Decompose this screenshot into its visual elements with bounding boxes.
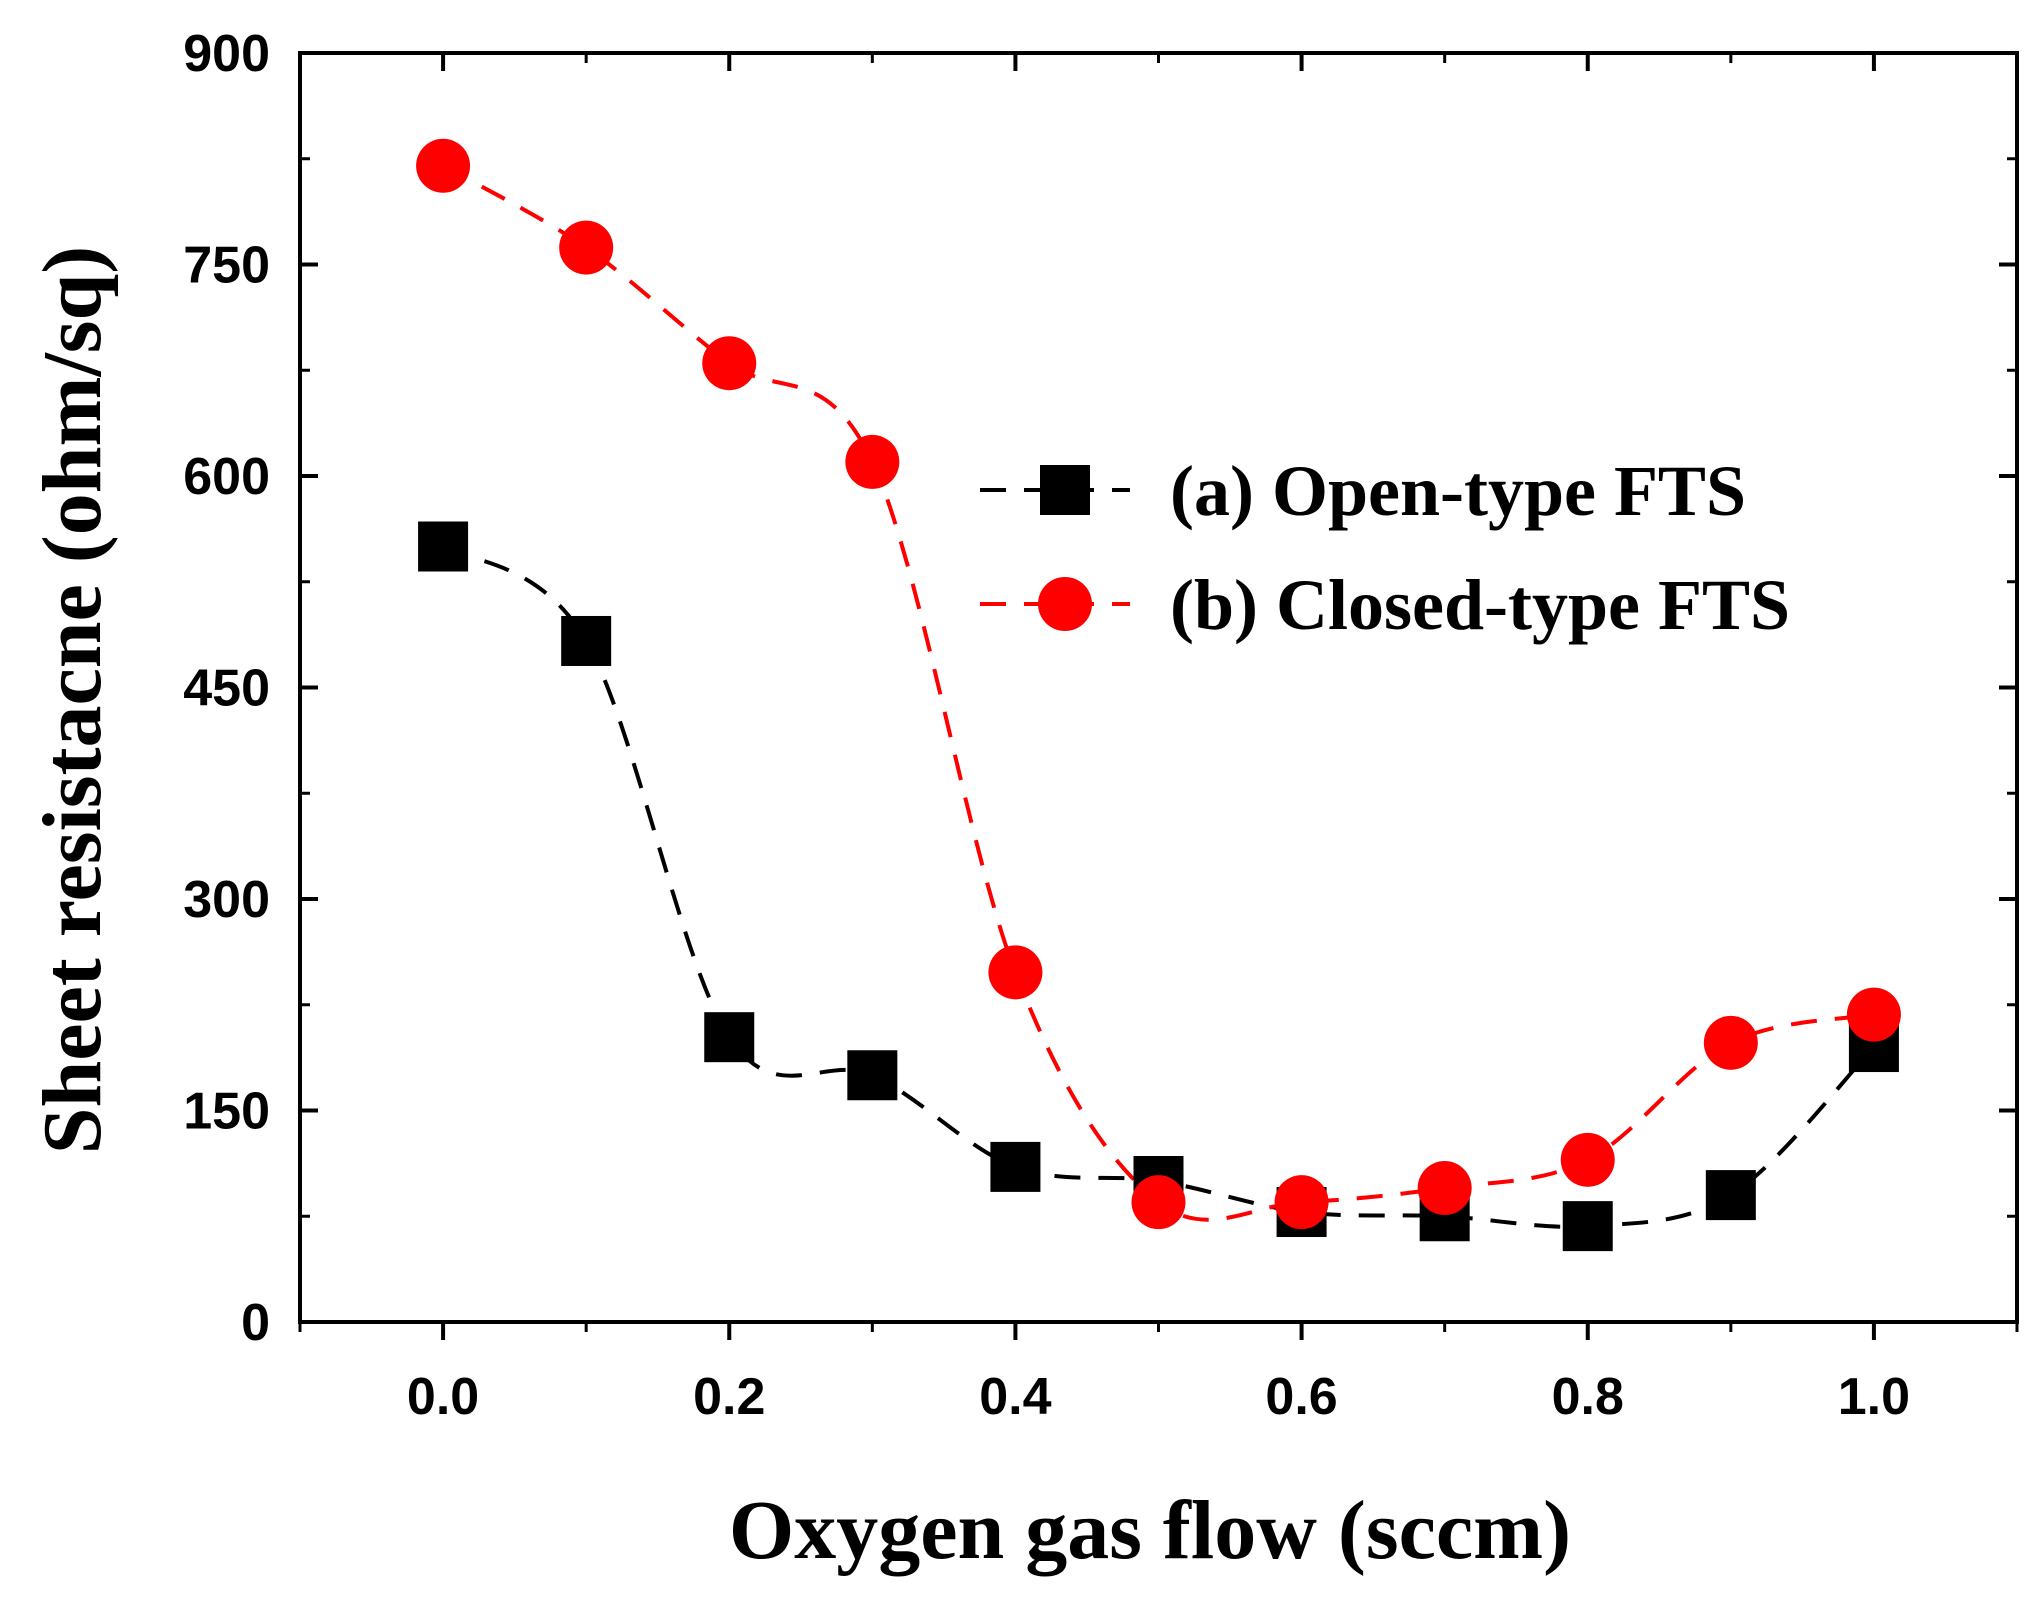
data-point-closed-type — [1417, 1161, 1472, 1216]
ticks: 0 150 300 450 600 750 900 0.0 0.2 0.4 0.6 0.8 1.0 — [183, 25, 2019, 1426]
data-point-closed-type — [845, 434, 900, 489]
data-point-open-type — [1705, 1170, 1756, 1221]
y-tick-label: 750 — [183, 237, 270, 295]
data-point-closed-type — [988, 945, 1043, 1000]
series-line-closed-type — [442, 164, 1875, 1222]
legend: (a) Open-type FTS (b) Closed-type FTS — [980, 451, 1790, 645]
series-markers — [416, 138, 1901, 1252]
axis-labels: Oxygen gas flow (sccm) Sheet resistacne … — [26, 246, 1571, 1577]
y-tick-label: 450 — [183, 660, 270, 718]
y-tick-label: 900 — [183, 25, 270, 83]
x-axis-title: Oxygen gas flow (sccm) — [729, 1484, 1571, 1577]
plot-frame — [298, 51, 2019, 1324]
data-point-closed-type — [1560, 1132, 1615, 1187]
data-point-open-type — [990, 1141, 1041, 1192]
x-tick-label: 0.6 — [1265, 1368, 1337, 1426]
data-point-closed-type — [1846, 987, 1901, 1042]
data-point-closed-type — [559, 220, 614, 275]
data-point-closed-type — [416, 138, 471, 193]
legend-label-open-type: (a) Open-type FTS — [1170, 451, 1746, 531]
x-tick-label: 0.4 — [979, 1368, 1051, 1426]
legend-marker-open-type — [1040, 465, 1090, 515]
x-tick-label: 1.0 — [1838, 1368, 1910, 1426]
x-tick-label: 0.2 — [693, 1368, 765, 1426]
series-lines — [441, 164, 1876, 1229]
data-point-closed-type — [702, 336, 757, 391]
y-axis-title: Sheet resistacne (ohm/sq) — [26, 246, 119, 1154]
data-point-closed-type — [1703, 1015, 1758, 1070]
y-tick-label: 0 — [241, 1294, 270, 1352]
data-point-closed-type — [1131, 1175, 1186, 1230]
y-tick-label: 600 — [183, 448, 270, 506]
data-point-open-type — [847, 1050, 898, 1101]
series-line-open-type — [441, 544, 1876, 1229]
data-point-open-type — [704, 1012, 755, 1063]
data-point-open-type — [561, 615, 612, 666]
data-point-closed-type — [1274, 1175, 1329, 1230]
y-tick-label: 300 — [183, 871, 270, 929]
x-tick-label: 0.0 — [407, 1368, 479, 1426]
legend-label-closed-type: (b) Closed-type FTS — [1170, 565, 1790, 645]
legend-marker-closed-type — [1038, 577, 1092, 631]
y-tick-label: 150 — [183, 1083, 270, 1141]
data-point-open-type — [1562, 1201, 1613, 1252]
data-point-open-type — [418, 521, 469, 572]
axes — [298, 51, 2019, 1324]
x-tick-label: 0.8 — [1552, 1368, 1624, 1426]
